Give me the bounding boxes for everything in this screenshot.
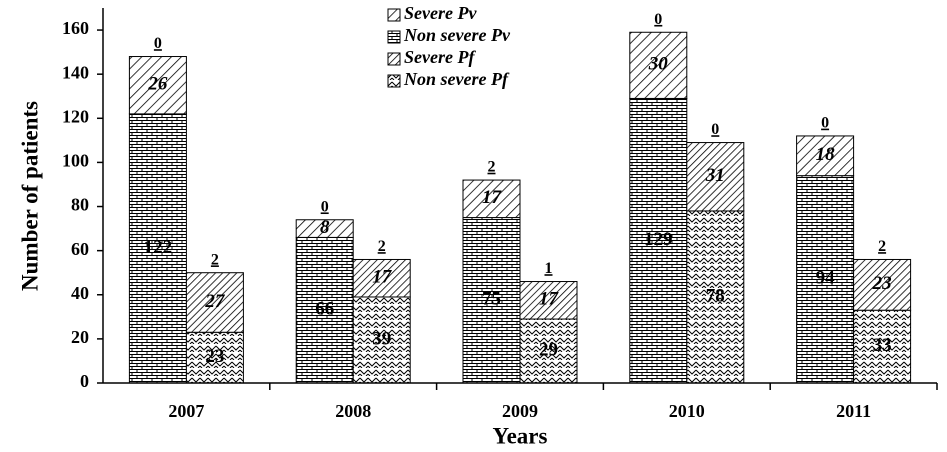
bar-segment [462, 179, 521, 219]
data-label: 39 [372, 328, 391, 349]
legend-label: Severe Pf [404, 47, 476, 67]
bar-segment [796, 135, 855, 177]
y-axis-title: Number of patients [17, 101, 42, 291]
legend-swatch [387, 52, 401, 66]
y-tick-label: 20 [71, 327, 89, 347]
x-tick-label: 2007 [168, 401, 204, 421]
y-tick-label: 60 [71, 239, 89, 259]
x-tick-label: 2011 [836, 401, 871, 421]
y-tick-label: 100 [62, 151, 89, 171]
data-label: 66 [315, 299, 334, 320]
data-label: 122 [144, 237, 173, 258]
x-axis-title: Years [493, 423, 548, 448]
bar-segment [629, 31, 688, 99]
bar-segment [629, 97, 688, 384]
data-label: 78 [706, 285, 725, 306]
legend-label: Non severe Pf [403, 69, 510, 89]
legend-swatch [387, 8, 401, 22]
bar-segment [796, 175, 855, 384]
x-tick-label: 2009 [502, 401, 538, 421]
bar-segment [686, 142, 745, 212]
legend-label: Non severe Pv [403, 25, 511, 45]
y-tick-label: 120 [62, 106, 89, 126]
data-label: 75 [482, 289, 501, 310]
data-label: 31 [705, 165, 725, 186]
legend-label: Severe Pv [404, 3, 477, 23]
bar-segment [295, 219, 354, 238]
data-label: 8 [320, 217, 330, 238]
stack-top-label: 2 [378, 238, 386, 255]
bar-segment [853, 258, 912, 311]
data-label: 23 [872, 273, 892, 294]
stack-top-label: 0 [711, 121, 719, 138]
y-tick-label: 40 [71, 283, 89, 303]
bar-segment [352, 258, 411, 298]
data-label: 18 [816, 144, 836, 165]
data-label: 26 [147, 74, 168, 95]
data-label: 129 [644, 229, 673, 250]
stack-top-label: 0 [154, 35, 162, 52]
data-label: 23 [205, 346, 224, 367]
data-label: 17 [372, 267, 393, 288]
y-tick-label: 140 [62, 62, 89, 82]
data-label: 94 [816, 268, 836, 289]
data-label: 30 [648, 54, 669, 75]
bar-segment [128, 113, 187, 384]
y-tick-label: 160 [62, 18, 89, 38]
data-label: 33 [873, 335, 892, 356]
y-tick-label: 0 [80, 371, 89, 391]
bar-segment [128, 56, 187, 115]
data-label: 17 [539, 289, 560, 310]
bar-segment [519, 281, 578, 320]
y-tick-label: 80 [71, 195, 89, 215]
stack-top-label: 0 [654, 11, 662, 28]
legend-swatch [387, 30, 401, 44]
stack-top-label: 0 [321, 198, 329, 215]
bar-segment [185, 272, 244, 333]
bar-segment [295, 236, 354, 384]
stack-top-label: 2 [878, 238, 886, 255]
x-tick-label: 2010 [669, 401, 705, 421]
data-label: 17 [482, 187, 503, 208]
bar-segment [462, 217, 521, 384]
bar-segment [686, 210, 745, 384]
data-label: 27 [204, 291, 226, 312]
stack-top-label: 2 [488, 159, 496, 176]
stack-top-label: 0 [821, 115, 829, 132]
stack-top-label: 1 [545, 260, 553, 277]
data-label: 29 [539, 339, 558, 360]
bar-segment [519, 318, 578, 384]
stack-top-label: 2 [211, 251, 219, 268]
legend-swatch [387, 74, 401, 88]
x-tick-label: 2008 [335, 401, 371, 421]
